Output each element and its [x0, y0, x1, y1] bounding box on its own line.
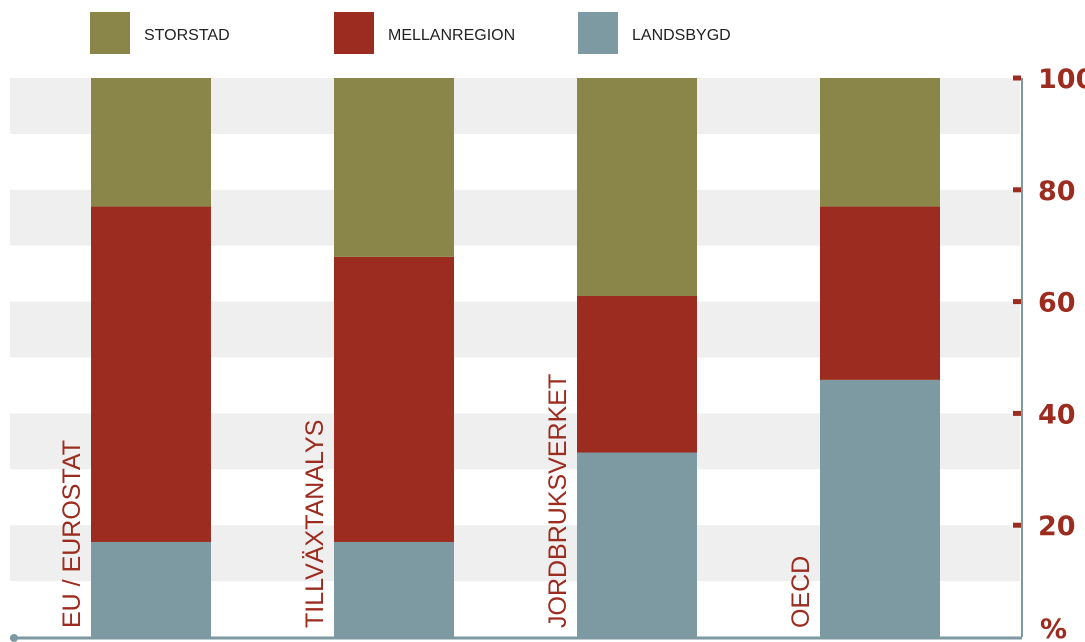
bar-oecd-mellanregion: [820, 206, 940, 380]
x-axis-origin-dot: [10, 634, 18, 642]
y-tick-label: 80: [1038, 176, 1076, 207]
category-label: OECD: [787, 556, 815, 628]
bar-tillvaxtanalys-landsbygd: [334, 541, 454, 637]
bars: [91, 78, 940, 637]
category-label: EU / EUROSTAT: [58, 440, 86, 628]
legend-label-mellanregion: MELLANREGION: [388, 27, 515, 44]
y-tick-mark: [1013, 299, 1021, 305]
legend: STORSTAD MELLANREGION LANDSBYGD: [90, 12, 731, 54]
y-tick-mark: [1013, 75, 1021, 81]
category-labels: EU / EUROSTAT TILLVÄXTANALYS JORDBRUKSVERK…: [58, 374, 815, 628]
legend-label-landsbygd: LANDSBYGD: [632, 27, 731, 44]
bar-eu-eurostat-landsbygd: [91, 541, 211, 637]
y-tick-label: 60: [1038, 288, 1076, 319]
bar-oecd-landsbygd: [820, 379, 940, 637]
category-label: JORDBRUKSVERKET: [544, 374, 572, 628]
bar-eu-eurostat-storstad: [91, 78, 211, 207]
y-tick-mark: [1013, 187, 1021, 193]
bar-oecd-storstad: [820, 78, 940, 207]
y-tick-mark: [1013, 410, 1021, 416]
legend-swatch-mellanregion: [334, 12, 374, 54]
bar-jordbruksverket-storstad: [577, 78, 697, 297]
bar-jordbruksverket-landsbygd: [577, 452, 697, 637]
legend-swatch-landsbygd: [578, 12, 618, 54]
bar-tillvaxtanalys-mellanregion: [334, 256, 454, 542]
y-tick-label: 100: [1038, 64, 1085, 95]
bar-jordbruksverket-mellanregion: [577, 296, 697, 453]
y-tick-label: 40: [1038, 399, 1076, 430]
legend-swatch-storstad: [90, 12, 130, 54]
legend-label-storstad: STORSTAD: [144, 27, 230, 44]
category-label: TILLVÄXTANALYS: [301, 420, 329, 628]
bar-eu-eurostat-mellanregion: [91, 206, 211, 542]
y-tick-mark: [1013, 522, 1021, 528]
y-axis-unit: %: [1040, 614, 1067, 642]
y-axis: 20 40 60 80 100%: [10, 64, 1085, 642]
y-tick-label: 20: [1038, 511, 1076, 542]
bar-tillvaxtanalys-storstad: [334, 78, 454, 257]
